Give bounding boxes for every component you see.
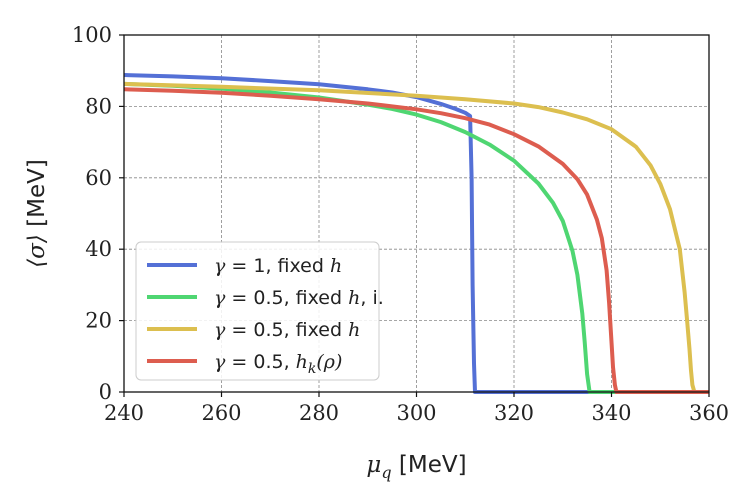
- x-axis-symbol: μ: [366, 452, 381, 478]
- x-tick-label: 320: [494, 401, 534, 425]
- legend-label-4: γ = 0.5, hk(ρ): [214, 351, 342, 377]
- x-axis-subscript: q: [381, 463, 391, 482]
- y-axis-space: [24, 227, 50, 234]
- legend-label-3: γ = 0.5, fixed h: [214, 319, 360, 341]
- y-tick-label: 80: [85, 94, 112, 118]
- series-line-2: [123, 81, 709, 394]
- series-lines: [123, 73, 709, 394]
- y-tick-label: 100: [72, 23, 112, 47]
- x-axis: 240 260 280 300 320 340 360: [104, 392, 729, 425]
- y-axis-symbol: ⟨σ⟩: [24, 234, 50, 268]
- series-line-4: [123, 87, 709, 394]
- y-axis-title: ⟨σ⟩ [MeV]: [24, 159, 50, 268]
- y-tick-label: 20: [85, 309, 112, 333]
- series-line-1: [123, 73, 709, 394]
- legend: γ = 1, fixed h γ = 0.5, fixed h, i. γ = 0.…: [135, 241, 384, 381]
- series-line-3: [123, 81, 709, 394]
- legend-label-2: γ = 0.5, fixed h, i.: [214, 287, 384, 309]
- legend-label-1: γ = 1, fixed h: [214, 255, 342, 277]
- x-axis-unit: [392, 452, 399, 478]
- y-axis: 0 20 40 60 80 100: [72, 23, 124, 404]
- x-tick-label: 340: [591, 401, 631, 425]
- x-tick-label: 240: [104, 401, 144, 425]
- legend-box: [135, 241, 380, 381]
- x-tick-label: 360: [689, 401, 729, 425]
- y-tick-label: 40: [85, 237, 112, 261]
- x-tick-label: 280: [299, 401, 339, 425]
- x-axis-unit-text: [MeV]: [399, 452, 467, 478]
- x-axis-title: μq [MeV]: [366, 452, 466, 482]
- y-tick-label: 0: [99, 380, 112, 404]
- x-tick-label: 260: [201, 401, 241, 425]
- y-tick-label: 60: [85, 166, 112, 190]
- x-tick-label: 300: [396, 401, 436, 425]
- y-axis-unit-text: [MeV]: [24, 159, 50, 227]
